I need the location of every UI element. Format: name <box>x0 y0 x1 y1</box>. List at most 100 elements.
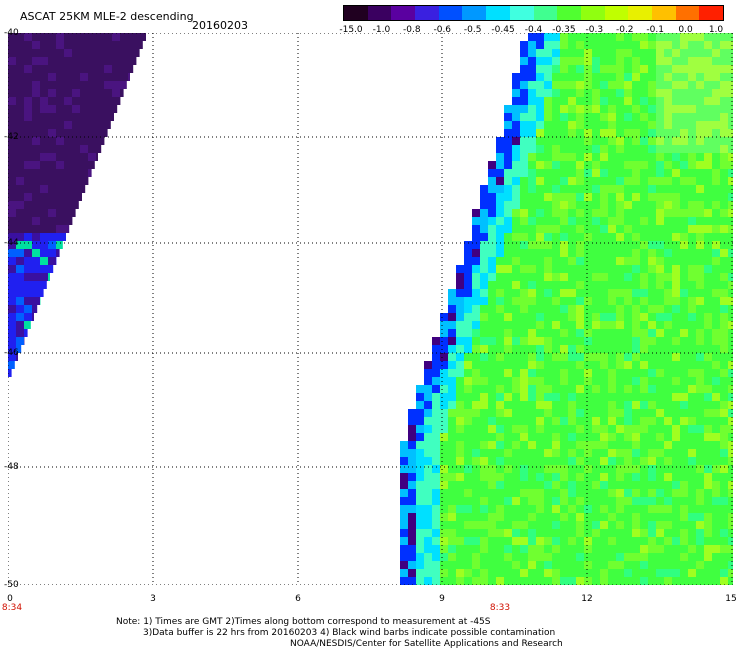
wind-cell <box>520 97 528 105</box>
wind-cell <box>520 49 528 57</box>
wind-cell <box>448 449 456 457</box>
wind-cell <box>504 225 512 233</box>
wind-cell <box>512 361 520 369</box>
wind-cell <box>448 393 456 401</box>
wind-cell <box>32 137 40 145</box>
wind-cell <box>712 353 720 361</box>
wind-cell <box>632 265 640 273</box>
wind-cell <box>624 409 632 417</box>
wind-cell <box>40 289 44 297</box>
wind-cell <box>592 73 600 81</box>
wind-cell <box>728 281 733 289</box>
wind-cell <box>640 457 648 465</box>
wind-cell <box>504 425 512 433</box>
wind-cell <box>24 33 32 41</box>
wind-cell <box>664 337 672 345</box>
wind-cell <box>440 441 448 449</box>
wind-cell <box>488 297 496 305</box>
wind-cell <box>712 289 720 297</box>
wind-cell <box>632 129 640 137</box>
wind-cell <box>16 177 24 185</box>
wind-cell <box>672 145 680 153</box>
wind-cell <box>56 201 64 209</box>
wind-cell <box>496 481 504 489</box>
wind-cell <box>656 257 664 265</box>
wind-cell <box>512 401 520 409</box>
wind-cell <box>520 169 528 177</box>
wind-cell <box>528 217 536 225</box>
wind-cell <box>24 57 32 65</box>
wind-cell <box>536 561 544 569</box>
wind-cell <box>496 281 504 289</box>
wind-cell <box>488 225 496 233</box>
wind-cell <box>80 65 88 73</box>
wind-cell <box>456 281 464 289</box>
wind-cell <box>664 481 672 489</box>
wind-cell <box>528 417 536 425</box>
wind-cell <box>704 361 712 369</box>
wind-cell <box>528 505 536 513</box>
wind-cell <box>8 121 16 129</box>
wind-cell <box>656 361 664 369</box>
wind-cell <box>600 209 608 217</box>
wind-cell <box>536 345 544 353</box>
wind-cell <box>48 137 56 145</box>
wind-cell <box>512 185 520 193</box>
wind-cell <box>680 441 688 449</box>
wind-cell <box>448 529 456 537</box>
color-scale-segment <box>604 6 629 20</box>
wind-cell <box>600 497 608 505</box>
wind-cell <box>552 297 560 305</box>
wind-cell <box>560 145 568 153</box>
wind-cell <box>696 569 704 577</box>
wind-cell <box>528 241 536 249</box>
wind-cell <box>664 33 672 41</box>
wind-cell <box>472 529 480 537</box>
wind-cell <box>688 561 696 569</box>
wind-cell <box>72 161 80 169</box>
wind-cell <box>584 257 592 265</box>
wind-cell <box>560 537 568 545</box>
wind-cell <box>712 369 720 377</box>
wind-cell <box>496 545 504 553</box>
wind-cell <box>24 225 32 233</box>
wind-cell <box>480 409 488 417</box>
wind-cell <box>520 337 528 345</box>
wind-cell <box>704 529 712 537</box>
wind-cell <box>528 489 536 497</box>
wind-cell <box>648 385 656 393</box>
wind-cell <box>400 497 408 505</box>
wind-cell <box>672 217 680 225</box>
wind-cell <box>624 57 632 65</box>
wind-cell <box>608 153 616 161</box>
wind-cell <box>512 217 520 225</box>
wind-cell <box>640 417 648 425</box>
wind-cell <box>552 97 560 105</box>
wind-cell <box>504 329 512 337</box>
wind-cell <box>64 97 72 105</box>
wind-cell <box>528 89 536 97</box>
wind-cell <box>712 553 720 561</box>
wind-cell <box>672 273 680 281</box>
wind-cell <box>568 537 576 545</box>
wind-cell <box>568 465 576 473</box>
wind-cell <box>648 497 656 505</box>
wind-cell <box>48 217 56 225</box>
wind-cell <box>536 473 544 481</box>
wind-cell <box>648 257 656 265</box>
wind-cell <box>600 89 608 97</box>
wind-cell <box>488 369 496 377</box>
wind-cell <box>648 41 656 49</box>
wind-cell <box>408 577 416 585</box>
wind-cell <box>544 225 552 233</box>
wind-cell <box>504 185 512 193</box>
wind-cell <box>608 121 616 129</box>
wind-cell <box>560 529 568 537</box>
wind-cell <box>448 369 456 377</box>
wind-cell <box>576 177 584 185</box>
wind-cell <box>712 137 720 145</box>
wind-cell <box>696 129 704 137</box>
color-scale-label: -0.6 <box>433 25 452 35</box>
wind-cell <box>472 225 480 233</box>
wind-cell <box>96 137 104 145</box>
